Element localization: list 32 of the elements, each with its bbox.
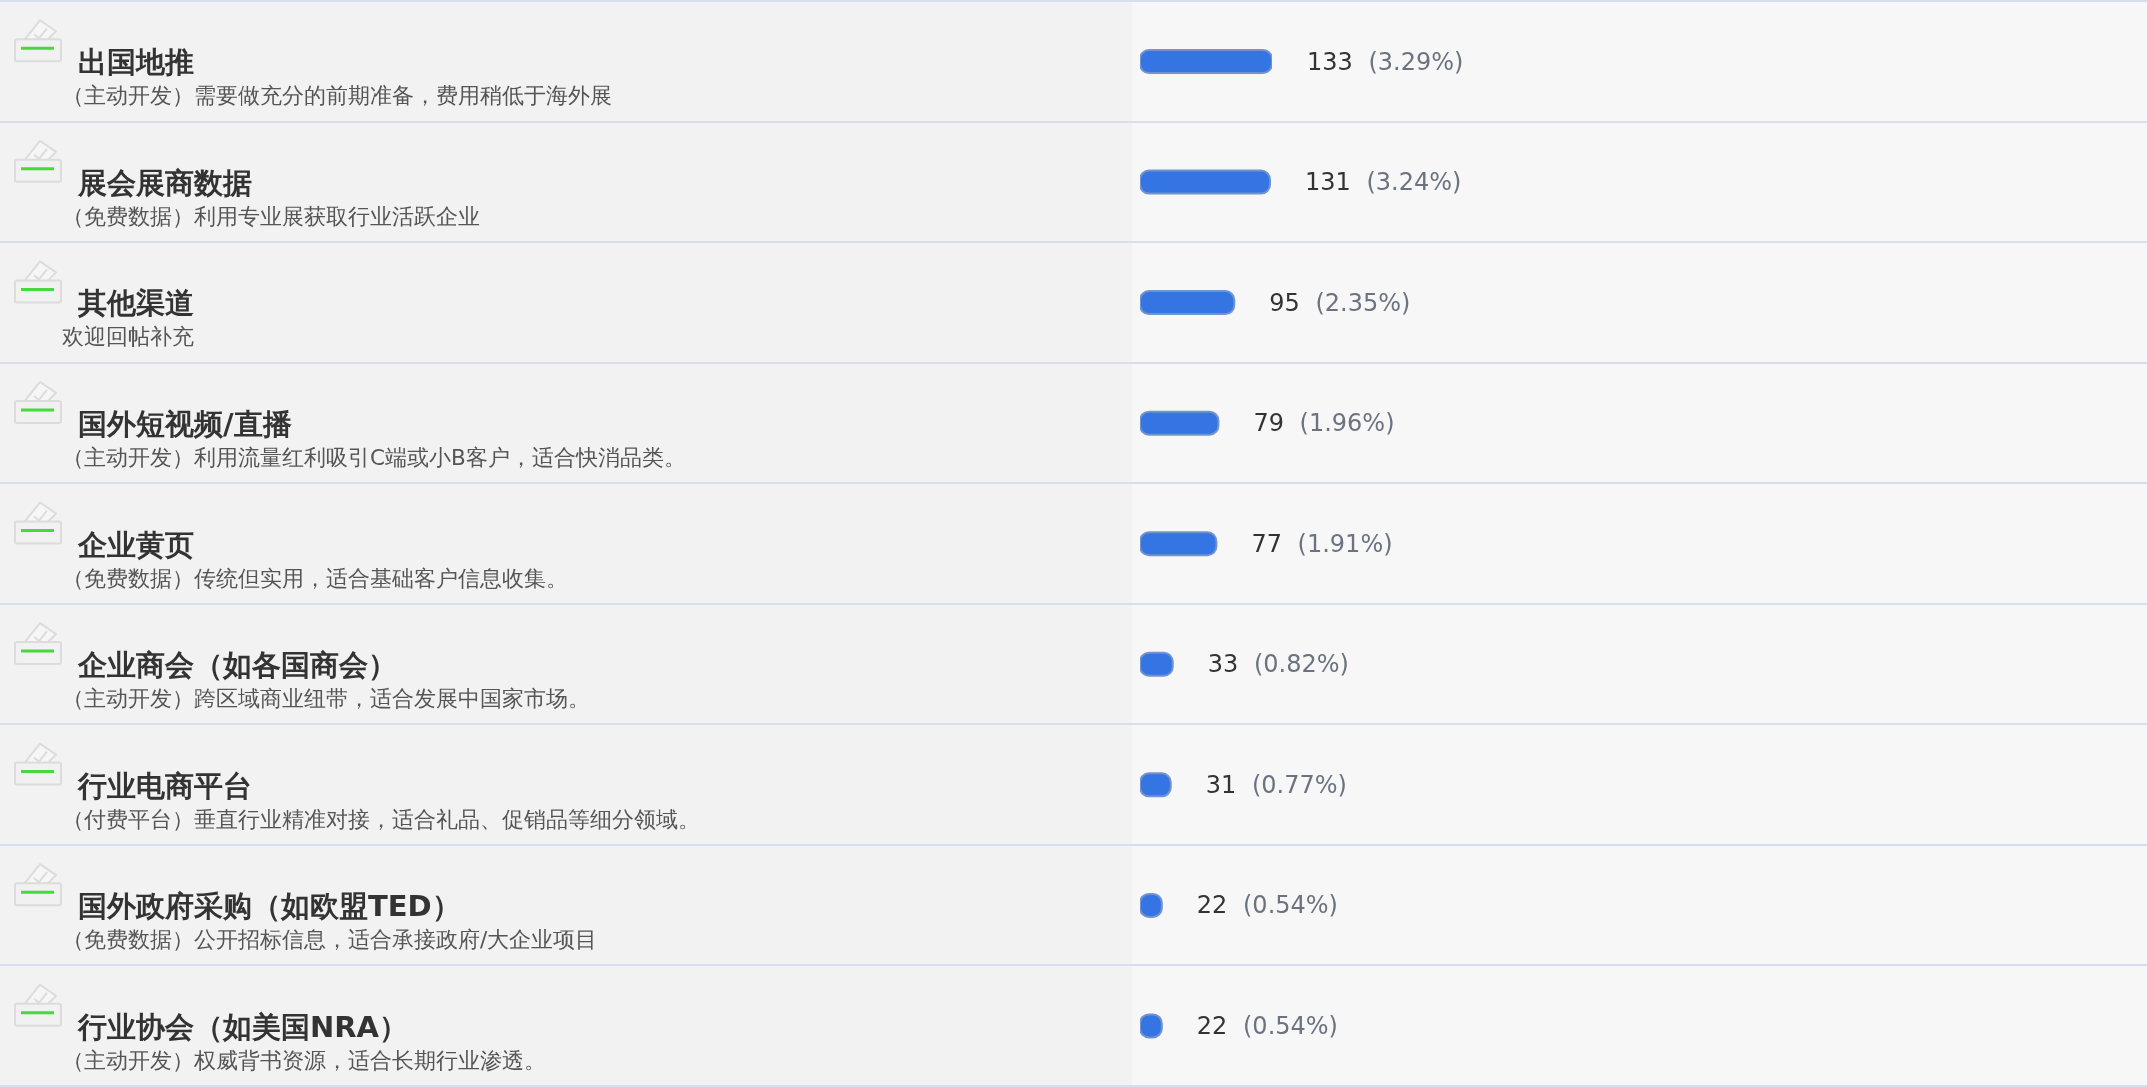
text: （免费数据）利用专业展获取行业活跃企业 (62, 203, 480, 229)
text: 欢迎回帖补充 (62, 324, 194, 350)
text: （主动开发）利用流量红利吸引C端或小B客户，适合快消品类。 (62, 444, 686, 470)
data-label: 22 (0.54%) (1196, 891, 1338, 920)
data-label: 77 (1.91%) (1251, 529, 1393, 558)
y-tick-label: 行业协会（如美国NRA） (77, 1009, 409, 1044)
data-label: 33 (0.82%) (1207, 650, 1349, 679)
y-tick-label: 展会展商数据 (77, 165, 252, 200)
y-tick-label: 行业电商平台 (77, 768, 252, 803)
data-label: 22 (0.54%) (1196, 1011, 1338, 1040)
bar (1140, 49, 1272, 74)
y-tick-label: 企业黄页 (77, 527, 194, 562)
text: （主动开发）需要做充分的前期准备，费用稍低于海外展 (62, 83, 612, 109)
data-label: 131 (3.24%) (1305, 168, 1462, 197)
text: （主动开发）跨区域商业纽带，适合发展中国家市场。 (62, 686, 590, 712)
bar (1140, 169, 1272, 195)
y-tick-label: 企业商会（如各国商会） (77, 648, 397, 683)
bar (1140, 531, 1218, 557)
y-tick-label: 出国地推 (78, 45, 194, 80)
y-tick-label: 国外政府采购（如欧盟TED） (78, 889, 461, 924)
text: （免费数据）公开招标信息，适合承接政府/大企业项目 (62, 927, 598, 953)
data-label: 31 (0.77%) (1205, 770, 1347, 799)
data-label: 133 (3.29%) (1307, 47, 1464, 76)
bar (1140, 290, 1236, 316)
text: （付费平台）垂直行业精准对接，适合礼品、促销品等细分领域。 (62, 806, 700, 832)
text: （主动开发）权威背书资源，适合长期行业渗透。 (62, 1047, 546, 1073)
text: （免费数据）传统但实用，适合基础客户信息收集。 (62, 565, 568, 591)
y-tick-label: 其他渠道 (77, 286, 194, 321)
data-label: 79 (1.96%) (1253, 409, 1395, 438)
bar (1140, 410, 1220, 436)
y-tick-label: 国外短视频/直播 (78, 406, 292, 441)
data-label: 95 (2.35%) (1269, 288, 1411, 317)
